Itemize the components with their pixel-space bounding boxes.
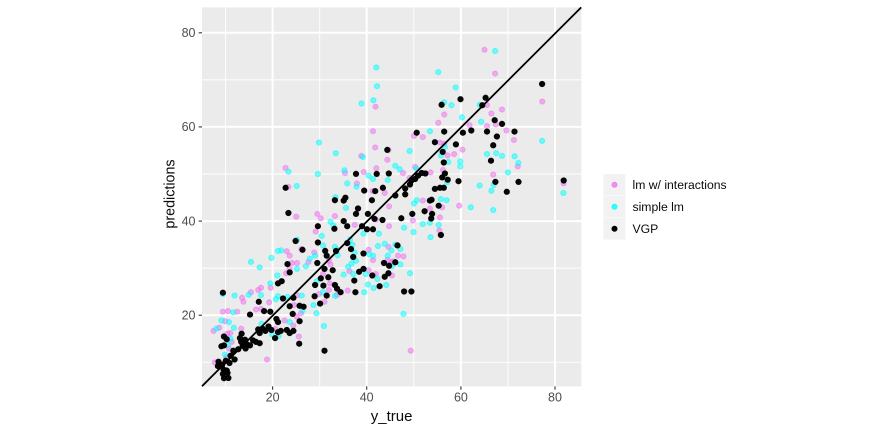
svg-text:60: 60 xyxy=(454,391,468,405)
svg-text:predictions: predictions xyxy=(163,159,179,228)
svg-text:40: 40 xyxy=(360,391,374,405)
svg-text:20: 20 xyxy=(266,391,280,405)
svg-text:y_true: y_true xyxy=(371,408,413,425)
svg-text:VGP: VGP xyxy=(633,222,659,236)
svg-text:lm w/ interactions: lm w/ interactions xyxy=(633,178,727,192)
svg-text:40: 40 xyxy=(182,214,196,228)
svg-text:60: 60 xyxy=(182,120,196,134)
svg-text:20: 20 xyxy=(182,309,196,323)
svg-text:simple lm: simple lm xyxy=(633,200,684,214)
svg-text:80: 80 xyxy=(182,26,196,40)
svg-text:80: 80 xyxy=(548,391,562,405)
